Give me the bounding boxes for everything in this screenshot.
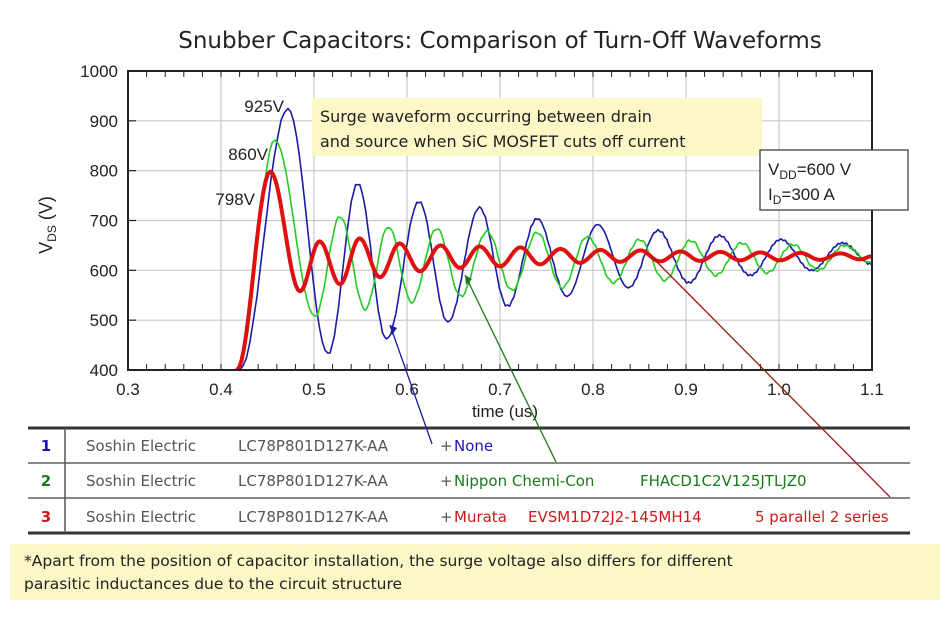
table-row-2: 2 Soshin Electric LC78P801D127K-AA + Nip… (41, 472, 807, 490)
y-tick-labels: 400 500 600 700 800 900 1000 (80, 62, 118, 380)
row-part: LC78P801D127K-AA (238, 508, 389, 526)
surge-note-line1: Surge waveform occurring between drain (320, 107, 652, 126)
row-plus: + (440, 437, 453, 455)
row-addon-config: 5 parallel 2 series (755, 508, 889, 526)
footnote-line1: *Apart from the position of capacitor in… (24, 552, 733, 570)
row-part: LC78P801D127K-AA (238, 437, 389, 455)
row-addon-maker: Nippon Chemi-Con (454, 472, 594, 490)
vdd-condition: VDD=600 V (768, 160, 852, 182)
row-maker: Soshin Electric (86, 508, 196, 526)
y-tick-label: 600 (90, 261, 118, 280)
y-tick-label: 800 (90, 162, 118, 181)
x-tick-labels: 0.3 0.4 0.5 0.6 0.7 0.8 0.9 1.0 1.1 (116, 380, 884, 399)
x-tick-label: 0.9 (674, 380, 698, 399)
series-group (235, 107, 874, 372)
callout-line-2 (464, 274, 557, 463)
row-maker: Soshin Electric (86, 437, 196, 455)
row-addon: None (454, 437, 493, 455)
row-number: 1 (41, 437, 51, 455)
peak-label-925: 925V (244, 97, 284, 116)
row-addon-part: FHACD1C2V125JTLJZ0 (640, 472, 807, 490)
series-line-3 (235, 169, 874, 372)
arrowhead-icon (465, 275, 472, 285)
row-addon-maker: Murata (454, 508, 507, 526)
peak-label-860: 860V (228, 145, 268, 164)
x-axis-label: time (us) (472, 402, 538, 421)
table-row-1: 1 Soshin Electric LC78P801D127K-AA + Non… (41, 437, 493, 455)
footnote-box (10, 544, 940, 600)
row-plus: + (440, 508, 453, 526)
y-tick-label: 1000 (80, 62, 118, 81)
conditions-box (759, 149, 909, 211)
row-plus: + (440, 472, 453, 490)
callout-lines (389, 254, 891, 498)
plot-frame (127, 70, 873, 371)
surge-note-line2: and source when SiC MOSFET cuts off curr… (320, 132, 686, 151)
table-row-3: 3 Soshin Electric LC78P801D127K-AA + Mur… (41, 508, 889, 526)
y-tick-label: 900 (90, 112, 118, 131)
legend-table: 1 Soshin Electric LC78P801D127K-AA + Non… (28, 426, 910, 535)
x-tick-label: 0.8 (581, 380, 605, 399)
row-part: LC78P801D127K-AA (238, 472, 389, 490)
series-line-1 (238, 107, 873, 372)
surge-note-box (312, 98, 762, 156)
peak-label-798: 798V (215, 190, 255, 209)
x-tick-label: 1.1 (860, 380, 884, 399)
row-number: 2 (41, 472, 51, 490)
footnote-line2: parasitic inductances due to the circuit… (24, 575, 402, 593)
row-maker: Soshin Electric (86, 472, 196, 490)
x-tick-label: 0.5 (302, 380, 326, 399)
y-tick-label: 400 (90, 361, 118, 380)
callout-line-3 (649, 254, 891, 498)
x-tick-label: 1.0 (767, 380, 791, 399)
x-tick-label: 0.6 (395, 380, 419, 399)
callout-line-1 (389, 324, 433, 445)
row-number: 3 (41, 508, 51, 526)
chart-title: Snubber Capacitors: Comparison of Turn-O… (178, 28, 822, 54)
x-tick-label: 0.7 (488, 380, 512, 399)
arrowhead-icon (390, 325, 397, 335)
series-line-2 (237, 139, 873, 372)
y-tick-label: 500 (90, 311, 118, 330)
y-axis-label: VDS (V) (36, 196, 59, 254)
x-tick-label: 0.3 (116, 380, 140, 399)
x-tick-label: 0.4 (209, 380, 233, 399)
y-tick-label: 700 (90, 212, 118, 231)
row-addon-part: EVSM1D72J2-145MH14 (528, 508, 702, 526)
id-condition: ID=300 A (768, 185, 835, 207)
